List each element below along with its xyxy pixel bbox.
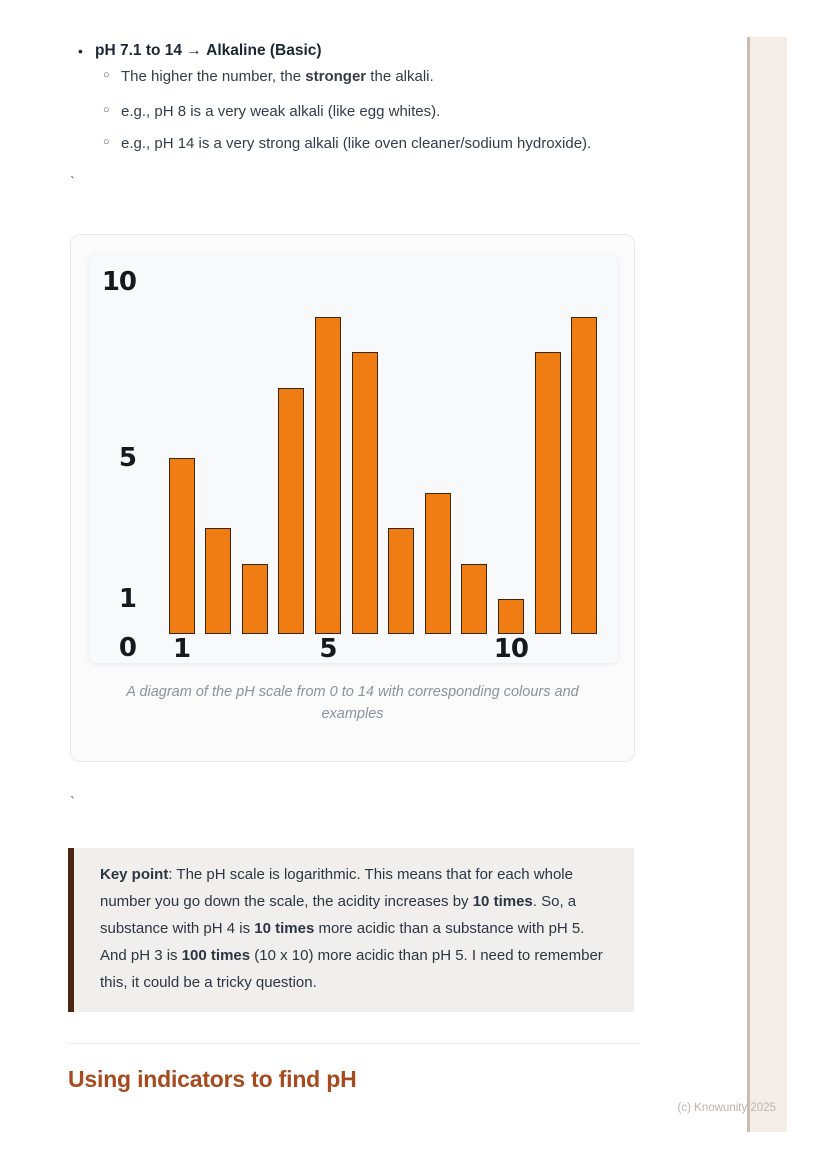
bar-ph-3 [241,563,268,634]
sub-bullet-text: e.g., pH 8 is a very weak alkali (like e… [121,103,441,120]
bar-ph-1 [168,458,195,634]
circle-bullet-marker: ○ [103,69,110,81]
scrollbar[interactable] [747,37,787,1132]
bar-ph-9 [461,563,488,634]
keypoint-text: Key point: The pH scale is logarithmic. … [100,866,603,991]
sub-bullet-strong-alkali: ○ e.g., pH 14 is a very strong alkali (l… [103,135,591,152]
bar-ph-6 [351,352,378,634]
y-axis-label-1: 1 [118,583,137,614]
ph-bar-chart: 0 1 5 10 1 5 10 [89,255,618,664]
y-axis-label-10: 10 [101,267,137,297]
circle-bullet-marker: ○ [103,136,110,148]
bar-ph-4 [278,387,305,634]
section-divider [68,1043,640,1044]
bar-ph-2 [205,528,232,634]
bullet-text: pH 7.1 to 14 → Alkaline (Basic) [95,42,322,59]
bar-ph-8 [424,493,451,634]
y-axis-label-5: 5 [118,443,137,473]
bar-ph-12 [571,317,598,634]
bullet-item-alkaline: • pH 7.1 to 14 → Alkaline (Basic) [76,42,322,60]
chart-plot-area: 0 1 5 10 1 5 10 [89,255,618,664]
sub-bullet-text: The higher the number, the stronger the … [121,68,434,85]
sub-bullet-text: e.g., pH 14 is a very strong alkali (lik… [121,135,592,152]
figure-caption: A diagram of the pH scale from 0 to 14 w… [126,684,579,722]
bar-ph-11 [534,352,561,634]
section-heading-indicators: Using indicators to find pH [68,1066,357,1092]
figure-card: 0 1 5 10 1 5 10 A diagram of the pH scale from… [70,234,635,762]
keypoint-callout: Key point: The pH scale is logarithmic. … [68,848,634,1012]
x-axis-label-5: 5 [319,634,337,664]
bar-ph-10 [497,598,524,634]
x-axis-label-1: 1 [172,634,191,664]
circle-bullet-marker: ○ [103,104,110,116]
bar-ph-7 [388,528,415,634]
watermark: (c) Knowunity 2025 [677,1102,776,1114]
y-axis-label-0: 0 [118,633,137,663]
stray-backtick: ` [70,794,75,811]
x-axis-label-10: 10 [493,634,529,664]
sub-bullet-stronger: ○ The higher the number, the stronger th… [103,68,434,85]
sub-bullet-weak-alkali: ○ e.g., pH 8 is a very weak alkali (like… [103,103,440,120]
stray-backtick: ` [70,174,75,191]
bar-ph-5 [314,317,341,634]
bullet-marker: • [78,43,83,59]
